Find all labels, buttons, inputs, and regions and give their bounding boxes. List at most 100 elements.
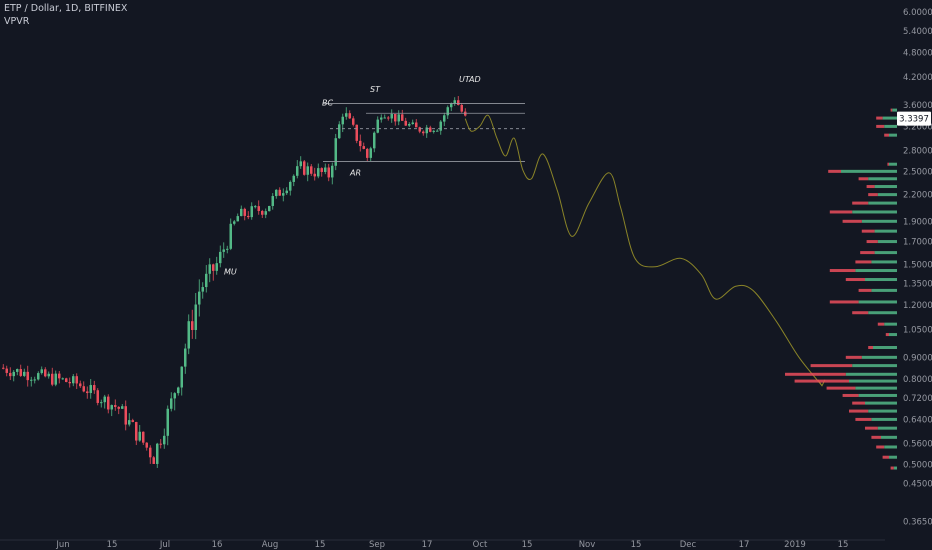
volume-bar-up <box>855 386 897 390</box>
candle-body <box>331 165 334 178</box>
volume-bar-up <box>865 401 897 405</box>
wyckoff-label[interactable]: ST <box>370 85 381 94</box>
candle-body <box>170 398 173 409</box>
candle-body <box>334 138 337 166</box>
indicator-label[interactable]: VPVR <box>4 16 30 27</box>
volume-bar-up <box>873 346 897 350</box>
volume-bar-down <box>826 386 856 390</box>
volume-bar-up <box>874 185 897 189</box>
volume-profile <box>785 108 897 470</box>
candle-body <box>9 372 12 377</box>
candle-body <box>152 457 155 464</box>
projection-path[interactable] <box>464 114 823 387</box>
x-tick-label: 15 <box>838 540 849 550</box>
volume-bar-down <box>852 401 865 405</box>
candle-body <box>320 168 323 172</box>
candle-body <box>376 119 379 133</box>
candle-body <box>5 368 8 373</box>
volume-bar-down <box>868 346 873 350</box>
candle-body <box>313 173 316 177</box>
volume-bar-up <box>889 333 897 337</box>
candle-body <box>128 420 131 425</box>
candle-body <box>68 381 71 384</box>
volume-bar-up <box>871 288 897 292</box>
candle-body <box>443 115 446 122</box>
volume-bar-up <box>882 116 897 120</box>
volume-bar-up <box>871 417 897 421</box>
candle-body <box>23 371 26 376</box>
y-tick-label: 0.6400 <box>903 415 932 425</box>
x-tick-label: 15 <box>522 540 533 550</box>
candle-body <box>219 251 222 264</box>
candle-body <box>338 124 341 139</box>
x-tick-label: 15 <box>315 540 326 550</box>
candle-body <box>292 175 295 182</box>
volume-bar-up <box>849 379 897 383</box>
candle-body <box>30 379 33 381</box>
candle-body <box>65 378 68 382</box>
wyckoff-label[interactable]: UTAD <box>459 75 481 84</box>
volume-bar-up <box>841 169 897 173</box>
candle-body <box>194 304 197 330</box>
y-tick-label: 0.3650 <box>903 518 932 528</box>
candle-body <box>145 442 148 448</box>
candle-body <box>240 208 243 217</box>
volume-bar-up <box>874 229 897 233</box>
volume-bar-down <box>828 169 841 173</box>
candle-body <box>16 369 19 372</box>
y-tick-label: 1.7000 <box>903 238 932 248</box>
wyckoff-label[interactable]: BC <box>322 99 333 108</box>
candle-body <box>19 369 22 376</box>
volume-bar-up <box>881 435 897 439</box>
last-price-label: 3.3397 <box>899 115 929 125</box>
candle-body <box>156 443 159 464</box>
volume-bar-up <box>858 393 897 397</box>
candle-body <box>222 249 225 252</box>
volume-bar-down <box>885 333 889 337</box>
volume-bar-down <box>855 260 872 264</box>
y-tick-label: 0.7200 <box>903 394 932 404</box>
candle-body <box>432 130 435 132</box>
candle-body <box>317 168 320 177</box>
candle-body <box>289 181 292 191</box>
candle-body <box>390 113 393 119</box>
volume-bar-up <box>877 193 897 197</box>
volume-bar-up <box>889 133 897 137</box>
candle-body <box>117 406 120 409</box>
y-tick-label: 4.2000 <box>903 73 932 83</box>
x-tick-label: Sep <box>369 540 385 550</box>
candle-body <box>54 373 57 385</box>
volume-bar-down <box>884 133 889 137</box>
candle-body <box>173 393 176 399</box>
x-tick-label: Dec <box>680 540 697 550</box>
wyckoff-label[interactable]: MU <box>224 268 237 277</box>
candle-body <box>303 161 306 175</box>
candle-body <box>457 100 460 105</box>
candle-body <box>33 379 36 381</box>
volume-bar-down <box>876 116 883 120</box>
candle-body <box>110 405 113 410</box>
candle-body <box>352 118 355 125</box>
candle-body <box>131 420 134 422</box>
wyckoff-label[interactable]: AR <box>349 169 361 178</box>
volume-bar-up <box>893 466 897 470</box>
y-tick-label: 2.8000 <box>903 147 932 157</box>
volume-bar-up <box>884 322 897 326</box>
candle-body <box>401 114 404 121</box>
candle-body <box>44 369 47 377</box>
volume-bar-up <box>889 162 897 166</box>
candle-body <box>2 367 5 369</box>
candle-body <box>362 146 365 149</box>
candle-body <box>366 148 369 158</box>
candle-body <box>47 373 50 377</box>
volume-bar-up <box>868 311 897 315</box>
candles <box>2 96 467 468</box>
candle-body <box>450 103 453 108</box>
candle-body <box>135 421 138 441</box>
candle-body <box>285 190 288 194</box>
volume-bar-down <box>882 455 889 459</box>
volume-bar-up <box>871 260 897 264</box>
candle-body <box>261 210 264 215</box>
